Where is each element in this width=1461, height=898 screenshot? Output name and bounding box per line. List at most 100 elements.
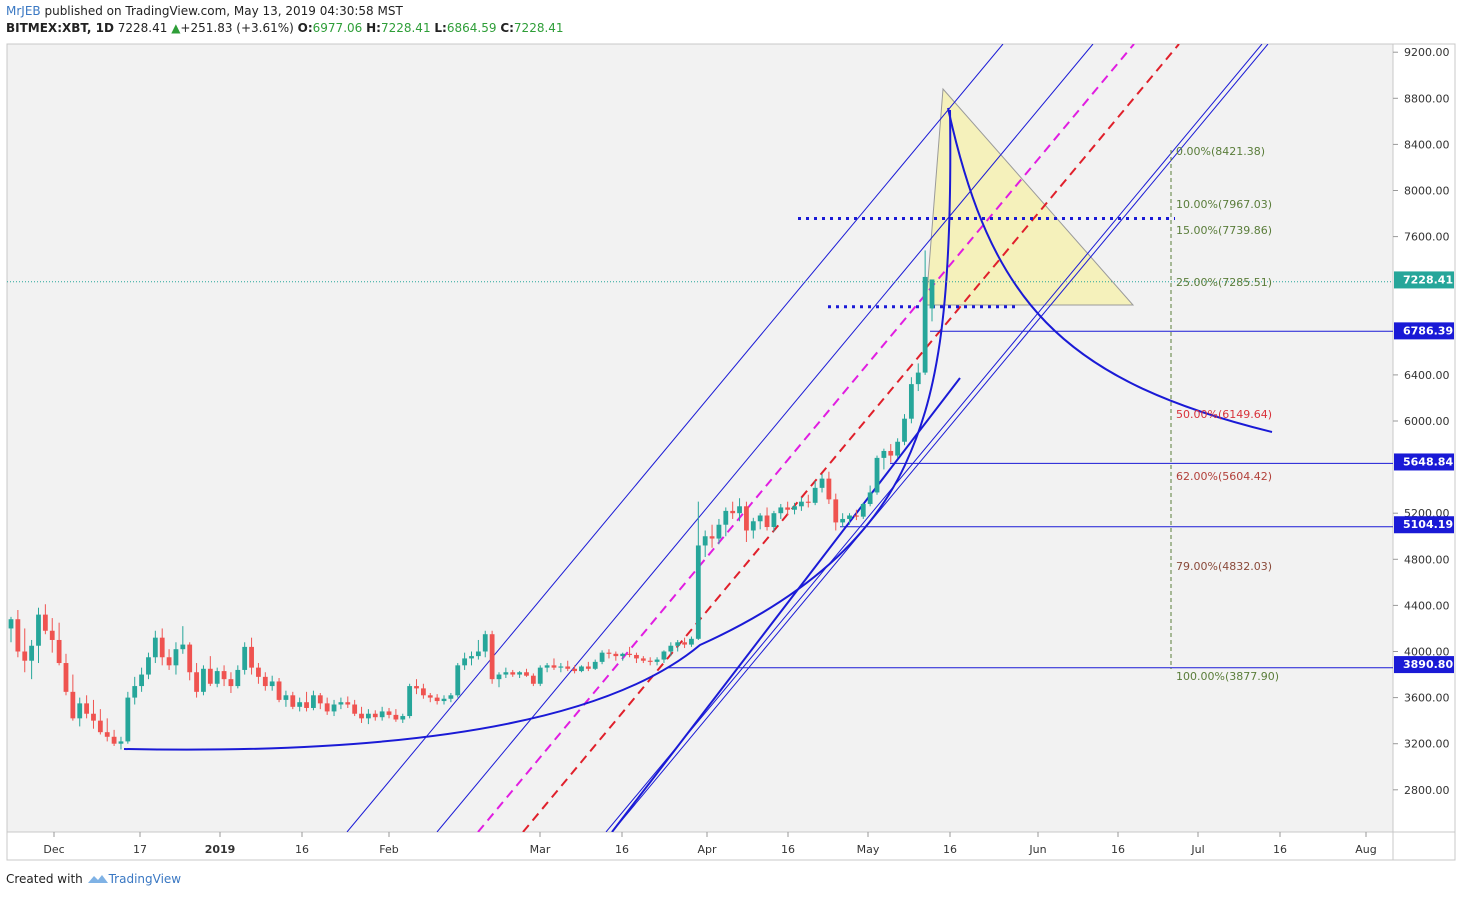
level-price-tag[interactable] [1394,656,1454,674]
candle-body[interactable] [462,658,468,666]
candle-body[interactable] [187,644,193,673]
candle-body[interactable] [256,667,261,677]
candle-body[interactable] [159,637,165,658]
candle-body[interactable] [469,656,474,659]
candle-body[interactable] [799,501,804,507]
candle-body[interactable] [530,675,536,684]
candle-body[interactable] [482,634,488,652]
candle-body[interactable] [29,645,35,661]
candle-body[interactable] [702,536,708,546]
candle-body[interactable] [400,716,406,720]
candle-body[interactable] [269,681,275,687]
candle-body[interactable] [929,279,935,309]
candle-body[interactable] [737,506,742,514]
level-price-tag[interactable] [1394,453,1454,471]
candle-body[interactable] [537,667,543,684]
candle-body[interactable] [324,703,330,712]
parabolic-curve[interactable] [123,109,952,751]
candle-body[interactable] [778,507,784,514]
level-price-tag[interactable] [1394,516,1454,534]
candle-body[interactable] [249,646,254,668]
candle-body[interactable] [647,660,653,662]
candle-body[interactable] [455,665,461,696]
price-axis[interactable] [1392,43,1456,833]
candle-body[interactable] [785,507,791,510]
candle-body[interactable] [146,657,151,675]
candle-body[interactable] [221,671,227,680]
candle-body[interactable] [771,513,777,528]
candle-body[interactable] [262,676,268,687]
candle-body[interactable] [819,478,825,488]
descending-curve[interactable] [947,107,1273,433]
plot-area[interactable] [6,43,1394,833]
candle-body[interactable] [524,672,529,676]
candle-body[interactable] [661,651,667,660]
candle-body[interactable] [8,619,14,629]
candle-body[interactable] [125,697,131,742]
candle-body[interactable] [304,702,309,708]
author-name[interactable]: MrJEB [6,4,41,18]
candle-body[interactable] [689,638,694,645]
last-price-tag[interactable] [1394,271,1454,289]
candle-body[interactable] [166,657,172,666]
candle-body[interactable] [503,672,509,675]
candle-body[interactable] [180,644,186,650]
candle-body[interactable] [338,702,344,705]
candle-body[interactable] [579,666,584,672]
candle-body[interactable] [214,671,220,684]
candle-body[interactable] [331,704,337,712]
candle-body[interactable] [867,492,873,504]
candle-body[interactable] [242,646,248,670]
candle-body[interactable] [915,372,921,385]
price-chart[interactable]: 0.00%(8421.38) 10.00%(7967.03) 15.00%(7739… [0,0,1461,870]
candle-body[interactable] [36,614,41,646]
candle-body[interactable] [420,688,426,696]
candle-body[interactable] [496,674,502,680]
candle-body[interactable] [723,510,729,525]
candle-body[interactable] [750,521,756,531]
candle-body[interactable] [91,713,96,721]
candle-body[interactable] [77,703,83,719]
candle-body[interactable] [572,668,577,672]
candle-body[interactable] [908,384,914,419]
symbol-label[interactable]: BITMEX:XBT, 1D [6,21,114,35]
candle-body[interactable] [874,457,880,493]
candle-body[interactable] [599,652,605,662]
candle-body[interactable] [317,695,323,704]
candle-body[interactable] [682,642,687,645]
candle-body[interactable] [276,681,282,700]
candle-body[interactable] [448,695,454,699]
candle-body[interactable] [201,668,206,692]
candle-body[interactable] [118,741,124,744]
candle-body[interactable] [585,666,591,669]
candle-body[interactable] [922,276,928,373]
candle-body[interactable] [359,713,364,719]
magenta-dashed-line[interactable] [477,44,1135,832]
candle-body[interactable] [290,695,296,707]
candle-body[interactable] [744,506,749,531]
candle-body[interactable] [111,736,117,744]
candle-body[interactable] [352,704,358,714]
candle-body[interactable] [805,501,811,503]
candle-body[interactable] [97,720,103,733]
candle-body[interactable] [613,653,619,657]
candle-body[interactable] [888,450,894,456]
candle-body[interactable] [56,639,62,664]
candle-body[interactable] [84,703,90,714]
candle-body[interactable] [544,665,550,668]
candle-body[interactable] [551,665,557,668]
candle-body[interactable] [393,714,399,720]
candle-body[interactable] [902,418,907,442]
candle-body[interactable] [860,503,866,517]
candle-body[interactable] [565,666,571,669]
channel-middle-line[interactable] [436,44,1094,832]
candle-body[interactable] [826,478,832,500]
candle-body[interactable] [517,672,523,675]
channel-lower-line-a[interactable] [605,44,1263,832]
candle-body[interactable] [634,654,639,659]
candle-body[interactable] [139,674,144,687]
candle-body[interactable] [627,653,632,655]
candle-body[interactable] [840,518,846,523]
candle-body[interactable] [853,515,859,517]
candle-body[interactable] [386,711,392,715]
